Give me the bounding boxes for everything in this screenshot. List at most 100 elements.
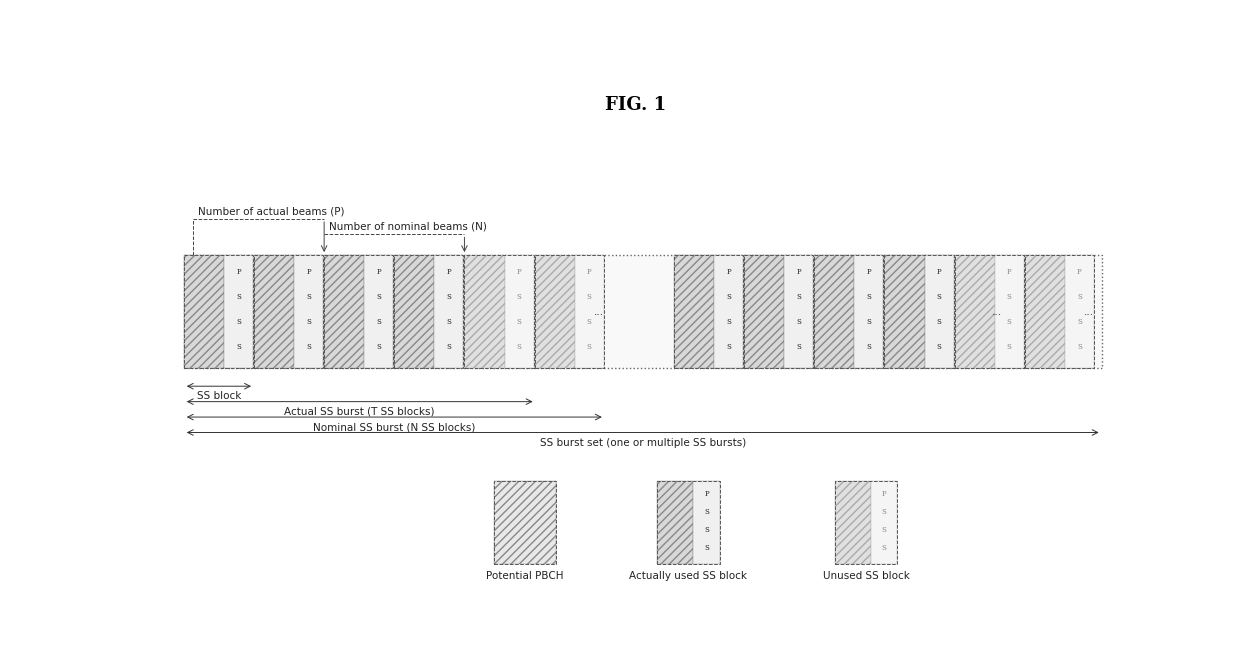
Text: SS burst set (one or multiple SS bursts): SS burst set (one or multiple SS bursts) — [539, 438, 745, 448]
Text: S: S — [936, 293, 941, 301]
Text: S: S — [306, 318, 311, 326]
Text: S: S — [306, 343, 311, 351]
Bar — [994, 255, 1024, 368]
Bar — [815, 255, 854, 368]
Bar — [955, 255, 1024, 368]
Bar — [324, 255, 393, 368]
Bar — [744, 255, 813, 368]
Text: Actual SS burst (T SS blocks): Actual SS burst (T SS blocks) — [284, 407, 435, 417]
Text: P: P — [1007, 268, 1012, 276]
Bar — [465, 255, 533, 368]
Text: S: S — [306, 293, 311, 301]
Text: S: S — [796, 318, 801, 326]
Text: P: P — [936, 268, 941, 276]
Text: P: P — [446, 268, 451, 276]
Text: S: S — [587, 293, 591, 301]
Text: S: S — [377, 318, 381, 326]
Bar — [184, 255, 253, 368]
Bar — [184, 255, 1101, 368]
Bar — [434, 255, 464, 368]
Text: ...: ... — [992, 307, 1002, 317]
Text: S: S — [446, 343, 451, 351]
Bar — [955, 255, 994, 368]
Text: S: S — [377, 343, 381, 351]
Text: S: S — [936, 343, 941, 351]
Bar — [184, 255, 224, 368]
Bar — [744, 255, 784, 368]
Bar — [494, 482, 557, 564]
Text: P: P — [882, 490, 887, 498]
Text: P: P — [727, 268, 730, 276]
Bar — [494, 482, 557, 564]
Text: S: S — [867, 318, 872, 326]
Bar — [835, 482, 898, 564]
Text: ...: ... — [594, 307, 604, 317]
Text: Unused SS block: Unused SS block — [822, 571, 910, 581]
Text: Number of actual beams (P): Number of actual beams (P) — [198, 206, 345, 216]
Bar — [365, 255, 393, 368]
Bar — [394, 255, 464, 368]
Text: FIG. 1: FIG. 1 — [605, 96, 666, 114]
Text: ...: ... — [1084, 307, 1094, 317]
Bar — [394, 255, 434, 368]
Bar — [714, 255, 743, 368]
Bar — [884, 255, 954, 368]
Text: S: S — [1076, 293, 1081, 301]
Text: P: P — [306, 268, 311, 276]
Text: Potential PBCH: Potential PBCH — [486, 571, 564, 581]
Text: S: S — [704, 526, 709, 534]
Text: S: S — [236, 293, 241, 301]
Text: S: S — [727, 293, 732, 301]
Text: S: S — [1007, 318, 1012, 326]
Bar — [534, 255, 574, 368]
Text: P: P — [1078, 268, 1081, 276]
Bar — [505, 255, 533, 368]
Bar — [884, 255, 925, 368]
Bar — [534, 255, 604, 368]
Bar — [574, 255, 604, 368]
Text: Actually used SS block: Actually used SS block — [630, 571, 748, 581]
Bar — [693, 482, 719, 564]
Bar — [254, 255, 324, 368]
Text: S: S — [882, 526, 887, 534]
Text: P: P — [377, 268, 381, 276]
Text: S: S — [377, 293, 381, 301]
Bar — [224, 255, 253, 368]
Text: P: P — [704, 490, 709, 498]
Text: S: S — [517, 293, 522, 301]
Text: S: S — [796, 343, 801, 351]
Text: P: P — [517, 268, 521, 276]
Text: S: S — [867, 343, 872, 351]
Text: S: S — [704, 508, 709, 516]
Text: S: S — [517, 343, 522, 351]
Bar — [294, 255, 324, 368]
Bar — [657, 482, 693, 564]
Text: S: S — [727, 318, 732, 326]
Bar — [854, 255, 883, 368]
Text: S: S — [1076, 318, 1081, 326]
Text: S: S — [517, 318, 522, 326]
Bar — [657, 482, 719, 564]
Text: Nominal SS burst (N SS blocks): Nominal SS burst (N SS blocks) — [314, 422, 475, 432]
Bar — [784, 255, 813, 368]
Text: Number of nominal beams (N): Number of nominal beams (N) — [329, 222, 487, 232]
Bar — [675, 255, 714, 368]
Bar — [1024, 255, 1065, 368]
Text: SS block: SS block — [197, 391, 241, 401]
Bar — [815, 255, 883, 368]
Text: S: S — [796, 293, 801, 301]
Text: P: P — [587, 268, 591, 276]
Bar — [1065, 255, 1094, 368]
Bar — [675, 255, 743, 368]
Text: S: S — [587, 343, 591, 351]
Text: S: S — [1007, 293, 1012, 301]
Text: P: P — [867, 268, 872, 276]
Bar — [254, 255, 294, 368]
Text: S: S — [446, 293, 451, 301]
Text: S: S — [882, 544, 887, 552]
Text: S: S — [727, 343, 732, 351]
Text: S: S — [1007, 343, 1012, 351]
Text: S: S — [867, 293, 872, 301]
Text: S: S — [936, 318, 941, 326]
Text: S: S — [704, 544, 709, 552]
